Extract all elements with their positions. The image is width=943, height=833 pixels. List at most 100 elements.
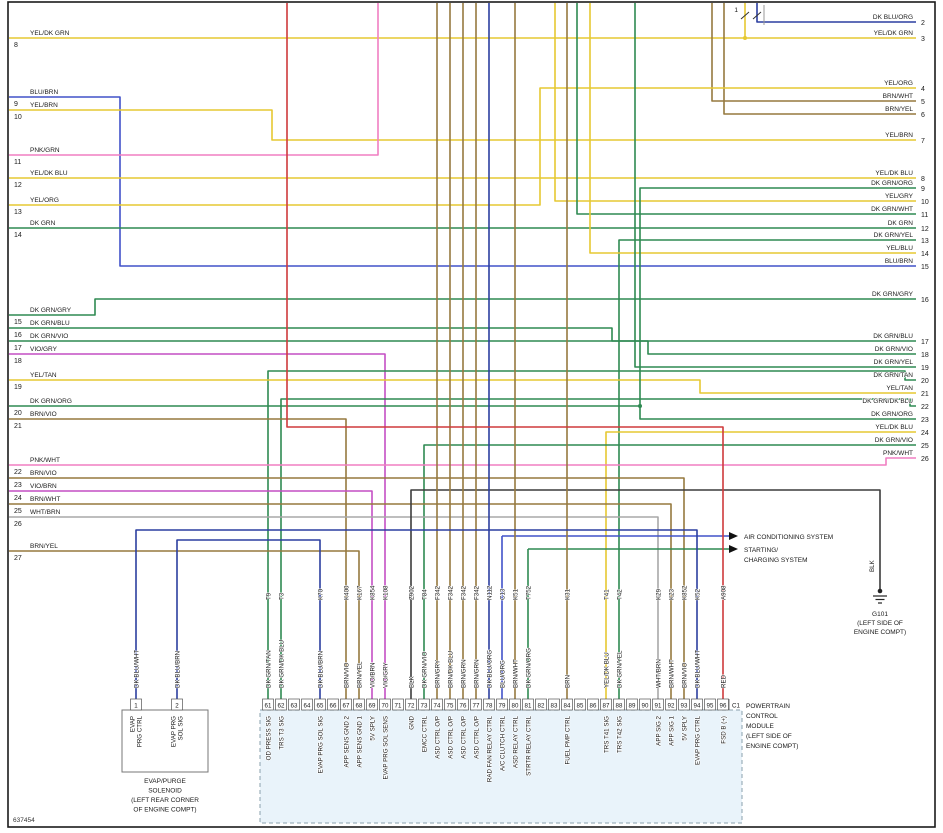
left-pin-color: YEL/BRN <box>30 102 58 109</box>
left-pin-number: 18 <box>14 358 22 365</box>
right-pin-number: 3 <box>921 36 925 43</box>
top-connector-tick <box>752 11 762 20</box>
right-pin-number: 13 <box>921 238 929 245</box>
pcm-pin-number: 65 <box>317 703 324 710</box>
pcm-pin-circuit: K29 <box>656 588 663 600</box>
pcm-module-label: ENGINE COMPT) <box>746 743 798 750</box>
wire <box>423 444 916 699</box>
pcm-pin-signal: GND <box>409 715 416 729</box>
wire <box>9 477 685 699</box>
pcm-pin-circuit: F342 <box>461 585 468 600</box>
solenoid-pin-signal: SOL SIG <box>178 716 185 741</box>
pcm-pin-circuit: K108 <box>383 585 390 600</box>
pcm-pin-signal: ASD CTRL O/P <box>448 716 455 759</box>
right-pin-number: 4 <box>921 86 925 93</box>
pcm-pin-signal: ASD RELAY CTRL <box>513 715 520 768</box>
wire-junction <box>743 36 747 40</box>
pcm-pin-box <box>340 698 352 711</box>
right-pin-number: 14 <box>921 251 929 258</box>
pcm-pin-signal: TRS T3 SIG <box>279 716 286 750</box>
pcm-pin-circuit: T84 <box>422 589 429 600</box>
left-pin-number: 25 <box>14 508 22 515</box>
right-pin-number: 15 <box>921 264 929 271</box>
pcm-pin-color: DK GRN/YEL <box>617 650 624 688</box>
pcm-pin-color: DK GRN/DK BLU <box>279 640 286 688</box>
pcm-pin-circuit: T3 <box>279 592 286 600</box>
pcm-pin-signal: APP SIG 1 <box>669 715 676 745</box>
pcm-module-label: (LEFT SIDE OF <box>746 733 792 740</box>
pcm-pin-box <box>457 698 469 711</box>
pcm-pin-number: 88 <box>616 703 623 710</box>
pcm-pin-box <box>301 698 313 711</box>
pcm-pin-signal: ASD CTRL O/P <box>474 716 481 759</box>
right-pin-number: 9 <box>921 186 925 193</box>
pcm-pin-box <box>327 698 339 711</box>
left-pin-number: 9 <box>14 101 18 108</box>
wire <box>286 3 724 699</box>
pcm-pin-signal: STRTR RELAY CTRL <box>526 715 533 775</box>
left-pin-color: VIO/GRY <box>30 346 58 353</box>
pcm-pin-number: 69 <box>369 703 376 710</box>
pcm-pin-circuit: K23 <box>669 588 676 600</box>
pcm-pin-number: 70 <box>382 703 389 710</box>
pcm-pin-circuit: C13 <box>500 588 507 600</box>
pcm-pin-signal: APP SENS GND 1 <box>357 715 364 767</box>
pcm-pin-color: RED <box>721 674 728 688</box>
top-connector-pin: 1 <box>734 7 738 14</box>
right-pin-number: 11 <box>921 212 928 219</box>
wire <box>554 3 916 202</box>
pcm-pin-box <box>483 698 495 711</box>
left-pin-color: BRN/WHT <box>30 496 60 503</box>
pcm-pin-color: VIO/BRN <box>370 663 377 688</box>
right-pin-color: YEL/BRN <box>885 132 913 139</box>
right-pin-number: 2 <box>921 20 925 27</box>
pcm-pin-number: 68 <box>356 703 363 710</box>
pcm-pin-color: BRN <box>565 675 572 688</box>
pcm-pin-circuit: K31 <box>565 588 572 600</box>
solenoid-pin-box <box>130 698 142 711</box>
pcm-pin-signal: FSD B (+) <box>721 716 728 744</box>
right-pin-color: DK GRN/ORG <box>871 180 913 187</box>
pcm-pin-signal: FUEL PMP CTRL <box>565 715 572 764</box>
pcm-pin-number: 82 <box>538 703 545 710</box>
pcm-pin-circuit: K400 <box>344 585 351 600</box>
left-pin-number: 15 <box>14 319 22 326</box>
wire <box>9 503 672 699</box>
pcm-pin-circuit: T41 <box>604 589 611 600</box>
solenoid-pin-color: DK BLU/BRN <box>175 651 182 688</box>
pcm-pin-color: BRN/GRY <box>435 660 442 688</box>
pcm-pin-number: 95 <box>707 703 714 710</box>
right-pin-number: 17 <box>921 339 929 346</box>
right-pin-number: 18 <box>921 352 929 359</box>
pcm-pin-signal: RAD FAN RELAY CTRL <box>487 715 494 782</box>
right-pin-number: 22 <box>921 404 929 411</box>
left-pin-number: 24 <box>14 495 22 502</box>
pcm-pin-number: 77 <box>473 703 480 710</box>
wire <box>618 239 916 699</box>
right-pin-color: DK GRN/DK BLU <box>862 398 913 405</box>
pcm-pin-box <box>522 698 534 711</box>
pcm-pin-box <box>600 698 612 711</box>
wire <box>9 340 916 355</box>
pcm-pin-number: 84 <box>564 703 571 710</box>
left-pin-color: DK GRN/ORG <box>30 398 72 405</box>
system-arrow-label: STARTING/ <box>744 547 778 554</box>
pcm-pin-box <box>288 698 300 711</box>
pcm-pin-box <box>626 698 638 711</box>
pcm-pin-box <box>262 698 274 711</box>
left-pin-color: DK GRN/GRY <box>30 307 72 314</box>
pcm-pin-number: 86 <box>590 703 597 710</box>
right-pin-number: 26 <box>921 456 929 463</box>
pcm-pin-color: BRN/VIO <box>344 662 351 688</box>
pcm-pin-box <box>392 698 404 711</box>
solenoid-caption: OF ENGINE COMPT) <box>133 807 196 814</box>
right-pin-color: YEL/DK BLU <box>875 424 913 431</box>
pcm-pin-circuit: K854 <box>370 585 377 600</box>
pcm-pin-circuit: N112 <box>487 585 494 600</box>
pcm-pin-box <box>405 698 417 711</box>
wire <box>135 529 698 699</box>
pcm-pin-color: DK GRN/VIO <box>422 651 429 688</box>
pcm-pin-color: BLK <box>409 675 416 688</box>
ground-wire-color: BLK <box>869 559 876 572</box>
